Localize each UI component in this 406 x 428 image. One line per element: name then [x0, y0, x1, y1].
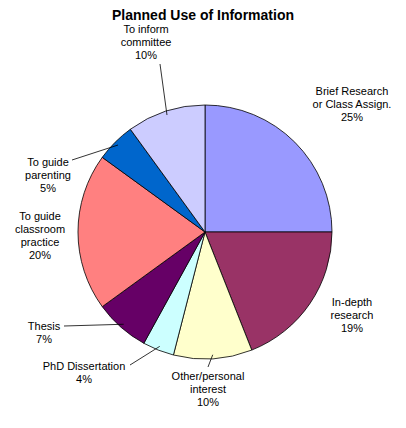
value-label: 4% — [76, 373, 92, 385]
leader-line — [130, 346, 160, 365]
category-label: Other/personalinterest — [172, 370, 245, 395]
value-label: 10% — [135, 49, 157, 61]
pie-slice — [205, 105, 332, 232]
pie-slice — [130, 105, 205, 232]
leader-line — [64, 324, 124, 326]
labels: Brief Researchor Class Assign.25% In-dept… — [15, 23, 392, 408]
leader-line — [72, 145, 118, 160]
category-label: Brief Researchor Class Assign. — [313, 85, 392, 110]
value-label: 20% — [29, 249, 51, 261]
value-label: 25% — [341, 111, 363, 123]
value-label: 5% — [40, 182, 56, 194]
category-label: PhD Dissertation — [43, 360, 126, 372]
chart: Planned Use of InformationBrief Research… — [0, 0, 406, 428]
category-label: To guideclassroompractice — [15, 210, 65, 248]
leader-line — [208, 355, 213, 367]
leader-line — [160, 64, 167, 115]
value-label: 10% — [197, 396, 219, 408]
chart-container: Planned Use of InformationBrief Research… — [0, 0, 406, 428]
value-label: 7% — [36, 333, 52, 345]
slices — [78, 105, 332, 359]
value-label: 19% — [341, 322, 363, 334]
category-label: To guideparenting — [25, 156, 71, 181]
category-label: To informcommittee — [121, 23, 172, 48]
chart-title: Planned Use of Information — [112, 7, 294, 23]
category-label: In-depthresearch — [331, 296, 374, 321]
category-label: Thesis — [28, 320, 61, 332]
background — [0, 0, 406, 428]
